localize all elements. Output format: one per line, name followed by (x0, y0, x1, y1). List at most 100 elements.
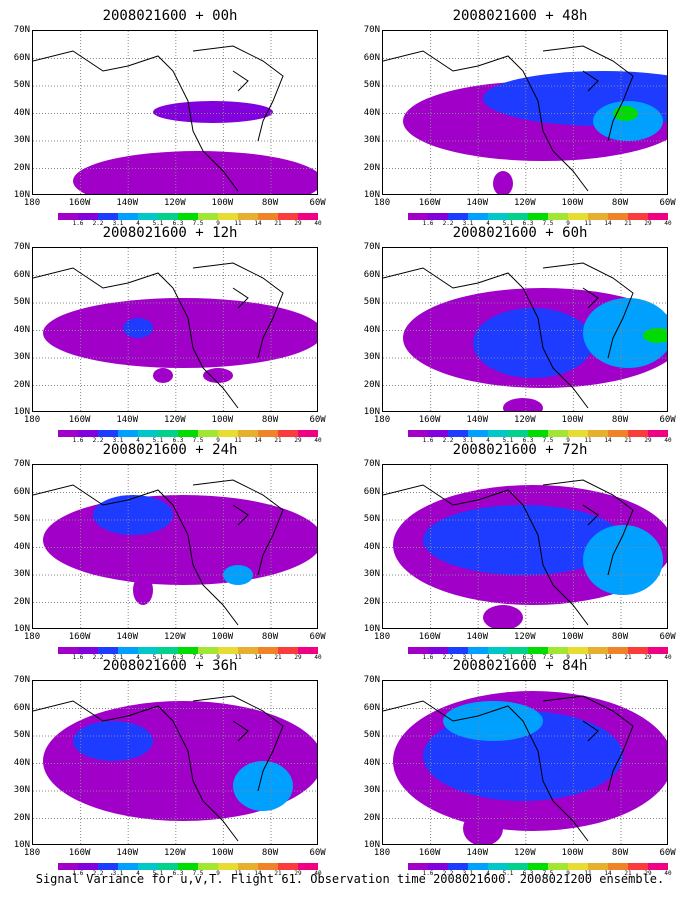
colorbar-swatch (298, 647, 318, 654)
colorbar-swatch (488, 430, 508, 437)
longitude-label: 140W (116, 198, 139, 208)
colorbar-label: 7.5 (192, 437, 204, 444)
colorbar-label: 2.2 (92, 220, 104, 227)
longitude-label: 120W (163, 198, 186, 208)
latitude-label: 70N (13, 675, 30, 685)
longitude-label: 60W (659, 198, 676, 208)
colorbar-swatch (118, 430, 138, 437)
latitude-label: 10N (13, 190, 30, 200)
latitude-label: 60N (363, 486, 380, 497)
map-area (382, 464, 668, 629)
colorbar-swatch (628, 647, 648, 654)
latitude-label: 70N (363, 675, 380, 685)
latitude-label: 20N (13, 162, 30, 173)
longitude-label: 120W (513, 632, 536, 642)
colorbar-label: 9 (216, 437, 220, 444)
latitude-label: 50N (13, 80, 30, 90)
colorbar-label: 29 (294, 870, 302, 877)
panel-title: 2008021600 + 00h (102, 8, 238, 24)
colorbar-swatch (278, 863, 298, 870)
colorbar-swatch (278, 213, 298, 220)
longitude-label: 60W (309, 848, 326, 858)
latitude-label: 20N (13, 812, 30, 823)
colorbar-swatch (508, 430, 528, 437)
longitude-label: 60W (659, 415, 676, 425)
colorbar-label: 6.3 (522, 654, 534, 661)
colorbar-label: 11 (584, 437, 592, 444)
colorbar-label: 29 (294, 437, 302, 444)
colorbar-swatch (298, 863, 318, 870)
colorbar-swatch (78, 213, 98, 220)
colorbar-label: 2.2 (442, 220, 454, 227)
latitude-label: 20N (13, 379, 30, 390)
colorbar-swatch (568, 647, 588, 654)
colorbar-swatch (468, 213, 488, 220)
colorbar-label: 3.1 (112, 220, 124, 227)
colorbar-label: 7.5 (192, 654, 204, 661)
colorbar-label: 7.5 (542, 437, 554, 444)
longitude-label: 180 (23, 198, 41, 208)
colorbar-swatch (178, 863, 198, 870)
colorbar-swatch (78, 647, 98, 654)
latitude-label: 20N (363, 812, 380, 823)
panel-title: 2008021600 + 48h (452, 8, 588, 24)
longitude-label: 160W (418, 415, 441, 425)
colorbar-swatch (448, 647, 468, 654)
colorbar-label: 1.6 (72, 220, 84, 227)
longitude-label: 140W (466, 848, 489, 858)
latitude-label: 30N (13, 569, 30, 579)
variance-contour (133, 575, 153, 605)
colorbar-label: 14 (254, 654, 262, 661)
colorbar-swatch (588, 430, 608, 437)
colorbar-swatch (258, 863, 278, 870)
latitude-label: 10N (363, 407, 380, 417)
colorbar-label: 21 (274, 870, 282, 877)
colorbar-label: 6.3 (522, 870, 534, 877)
colorbar-swatch (138, 647, 158, 654)
map-panel: 2008021600 + 00h 70N 60N 50N 40N 30N 20N 10N 180… (0, 8, 340, 227)
longitude-label: 120W (513, 198, 536, 208)
colorbar-label: 4 (136, 220, 140, 227)
latitude-label: 20N (363, 162, 380, 173)
colorbar-swatch (258, 647, 278, 654)
longitude-label: 100W (561, 198, 584, 208)
colorbar-label: 3.1 (112, 654, 124, 661)
colorbar-swatch (428, 430, 448, 437)
colorbar-swatch (648, 213, 668, 220)
colorbar-swatch (468, 647, 488, 654)
latitude-label: 10N (363, 840, 380, 850)
longitude-label: 180 (373, 848, 391, 858)
colorbar-label: 29 (644, 437, 652, 444)
colorbar-swatch (158, 647, 178, 654)
longitude-label: 140W (466, 632, 489, 642)
colorbar-swatch (528, 647, 548, 654)
variance-field (383, 248, 667, 411)
colorbar-swatch (298, 213, 318, 220)
longitude-label: 180 (373, 198, 391, 208)
longitude-label: 160W (418, 848, 441, 858)
colorbar-label: 40 (314, 870, 322, 877)
colorbar-swatch (648, 863, 668, 870)
colorbar-swatch (508, 213, 528, 220)
colorbar-label: 29 (294, 220, 302, 227)
panel-title: 2008021600 + 60h (452, 225, 588, 241)
colorbar-label: 3.1 (462, 870, 474, 877)
latitude-label: 50N (363, 80, 380, 90)
colorbar-swatch (58, 213, 78, 220)
panel-title: 2008021600 + 24h (102, 442, 238, 458)
variance-contour (583, 298, 667, 368)
colorbar-swatch (198, 430, 218, 437)
latitude-label: 30N (13, 785, 30, 795)
longitude-label: 100W (211, 198, 234, 208)
variance-contour (503, 398, 543, 411)
colorbar-label: 6.3 (172, 437, 184, 444)
colorbar-label: 2.2 (92, 870, 104, 877)
colorbar-label: 29 (644, 654, 652, 661)
latitude-label: 40N (13, 107, 30, 118)
variance-contour (203, 368, 233, 383)
colorbar-labels: 1.6 2.2 3.1 4 5.1 6.3 7.5 9 11 14 21 29 40 (58, 220, 322, 228)
colorbar-swatch (178, 647, 198, 654)
longitude-label: 160W (68, 415, 91, 425)
latitude-label: 60N (363, 269, 380, 280)
colorbar-swatch (258, 430, 278, 437)
